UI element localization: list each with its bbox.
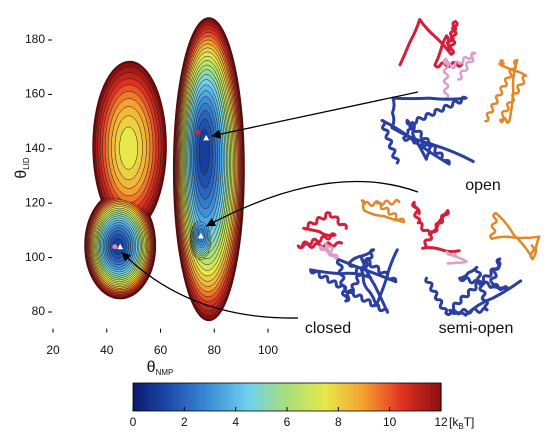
x-tick-label: 40 xyxy=(100,343,114,357)
colorbar: 0 2 4 6 8 10 12[kBT] xyxy=(130,383,475,431)
energy-landscape: 8010012014016018020406080100θNMPθLID xyxy=(13,18,278,377)
y-tick-label: 140 xyxy=(25,141,45,155)
structure-label: open xyxy=(465,177,501,194)
protein-chain xyxy=(298,213,346,248)
colorbar-tick-label: 12 xyxy=(434,415,448,429)
protein-chain xyxy=(490,213,539,259)
y-tick-label: 180 xyxy=(25,32,45,46)
protein-chain xyxy=(311,250,398,312)
colorbar-tick-label: 10 xyxy=(383,415,397,429)
protein-chain xyxy=(413,202,459,251)
y-tick-label: 160 xyxy=(25,87,45,101)
x-axis-label: θNMP xyxy=(147,359,174,377)
colorbar-tick-label: 8 xyxy=(335,415,342,429)
figure: 8010012014016018020406080100θNMPθLID 024… xyxy=(0,0,559,441)
y-tick-label: 120 xyxy=(25,195,45,209)
y-tick-label: 100 xyxy=(25,250,45,264)
colorbar-tick-label: 0 xyxy=(130,415,137,429)
subscript: NMP xyxy=(156,368,174,377)
protein-chain xyxy=(382,97,473,164)
protein-structures xyxy=(298,20,539,316)
colorbar-unit: [kBT] xyxy=(449,415,474,431)
protein-chain xyxy=(485,60,526,122)
x-tick-label: 20 xyxy=(46,343,60,357)
colorbar-tick-label: 6 xyxy=(284,415,291,429)
y-axis-label: θLID xyxy=(13,157,31,179)
protein-chain xyxy=(362,200,404,222)
contour-band xyxy=(199,129,210,175)
x-tick-label: 80 xyxy=(208,343,222,357)
structure-label: semi-open xyxy=(439,320,514,337)
subscript: LID xyxy=(22,157,31,170)
colorbar-tick-label: 4 xyxy=(232,415,239,429)
unit-part: T] xyxy=(464,415,475,429)
y-tick-label: 80 xyxy=(32,304,46,318)
state-marker xyxy=(112,244,117,249)
structure-label: closed xyxy=(305,320,351,337)
colorbar-tick-label: 2 xyxy=(181,415,188,429)
contour-band xyxy=(119,127,137,169)
symbol: θ xyxy=(147,359,156,376)
x-tick-label: 60 xyxy=(154,343,168,357)
protein-chain xyxy=(447,252,467,264)
x-tick-label: 100 xyxy=(258,343,278,357)
symbol: θ xyxy=(13,170,30,179)
protein-chain xyxy=(444,53,475,99)
protein-chain xyxy=(426,259,521,315)
protein-chain xyxy=(400,20,462,68)
state-marker xyxy=(196,130,201,135)
